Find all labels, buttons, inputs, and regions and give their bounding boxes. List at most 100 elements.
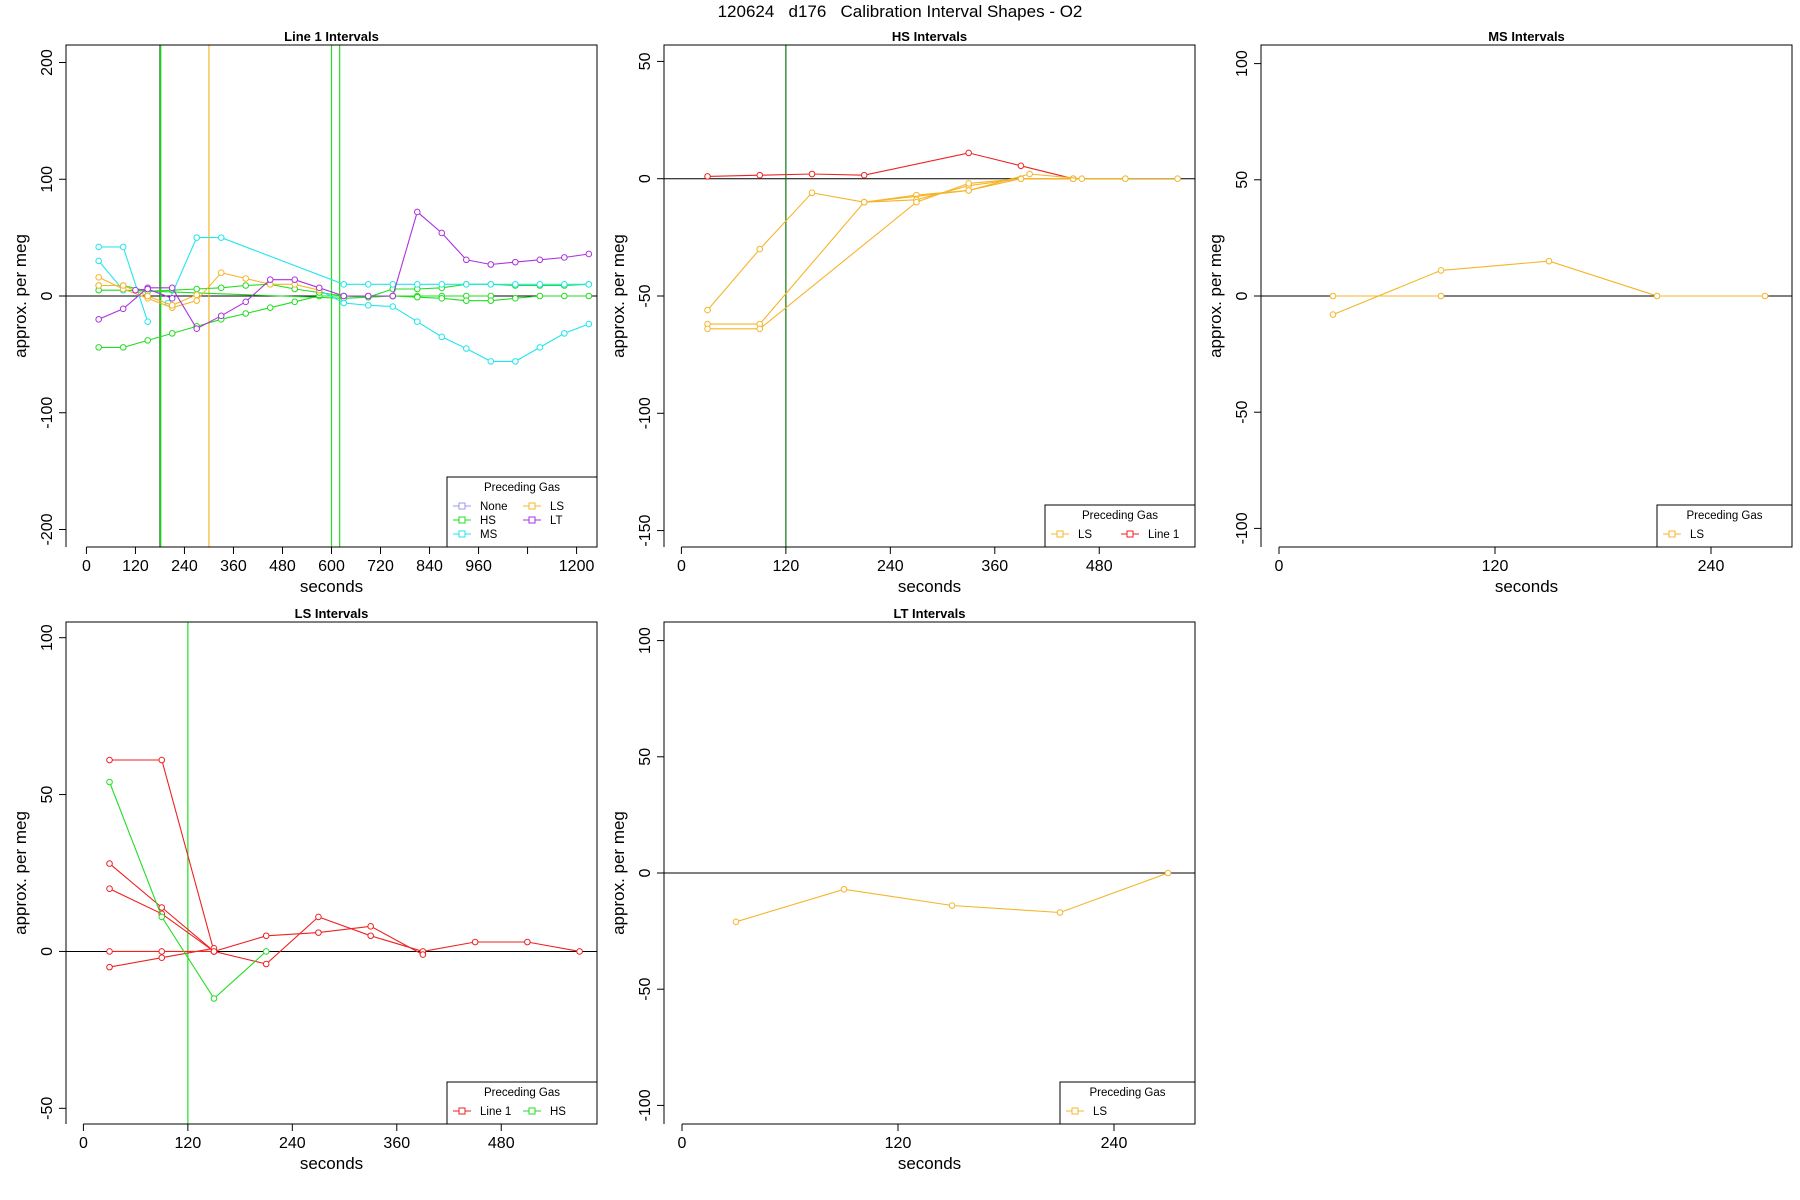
data-point-ms [487,281,495,288]
data-point-ms [585,281,593,288]
data-point-ms [561,281,568,288]
data-point-hs [266,304,274,311]
y-tick-label: -50 [637,284,654,307]
x-tick-label: 840 [416,558,443,575]
data-point-hs [291,298,299,306]
data-point-ls [913,198,920,206]
data-point-hs [158,913,166,921]
data-point-lt [364,292,372,300]
data-point-ms [536,281,544,288]
data-point-ls [756,245,764,253]
data-point-lt [266,276,274,283]
y-axis-label: approx. per meg [11,234,30,358]
data-point-line-1 [315,929,322,936]
series-line-ls [707,178,1074,311]
data-point-hs [512,295,519,302]
data-point-ms [364,302,372,309]
data-point-ls [1026,170,1033,178]
data-point-hs [193,285,201,293]
y-axis-label: approx. per meg [11,811,30,935]
data-point-line-1 [106,860,113,867]
legend-title: Preceding Gas [1686,510,1762,522]
legend-box [1044,504,1196,548]
data-point-ls [168,302,176,309]
data-point-line-1 [367,923,374,930]
data-point-hs [168,330,176,337]
legend: Preceding Gas LS [1656,504,1793,548]
data-point-ls [948,902,956,909]
legend-title: Preceding Gas [484,482,560,494]
data-point-ms [119,243,127,251]
data-point-ls [965,180,972,187]
data-point-ms [512,281,519,288]
y-tick-label: -150 [637,514,654,546]
x-tick-label: 240 [279,1135,306,1152]
plot-frame [663,44,1196,547]
series-line-line-1 [109,759,580,965]
y-tick-label: -100 [637,397,654,429]
legend-swatch-marker [1071,1107,1079,1115]
data-point-ms [413,281,421,288]
legend: Preceding Gas Line 1 HS [446,1081,598,1125]
y-tick-label: 0 [637,868,654,877]
data-point-ms [585,320,593,328]
data-point-ls [1164,869,1172,877]
data-point-hs [119,344,127,351]
data-point-line-1 [367,932,374,940]
series-line-ls [98,272,320,309]
data-point-lt [462,256,470,264]
chart-panel-ls-intervals: LS Intervals 0 120 240 360 480 -50 0 50 100 second… [11,606,598,1173]
legend-swatch-marker [458,502,466,510]
data-point-line-1 [158,756,166,764]
x-tick-label: 0 [82,558,91,575]
series-line-ls [735,872,1169,923]
data-point-ls [1056,909,1064,916]
x-tick-label: 480 [488,1135,515,1152]
figure-title: 120624 d176 Calibration Interval Shapes … [717,2,1083,21]
data-point-ls [95,274,102,281]
legend-swatch-marker [528,502,536,510]
series-line-ls [1332,260,1765,316]
data-point-ls [704,306,711,314]
panel-title: LS Intervals [295,606,369,621]
x-axis-label: seconds [898,1154,961,1173]
data-point-line-1 [106,948,113,955]
y-tick-label: 0 [39,947,56,956]
x-tick-label: 0 [1275,558,1284,575]
legend-title: Preceding Gas [484,1087,560,1099]
data-point-line-1 [158,954,166,962]
data-point-ms [413,318,421,325]
legend-swatch-marker [458,1107,466,1115]
x-axis-label: seconds [300,1154,363,1173]
data-point-ls [1329,292,1337,300]
data-point-hs [95,344,102,351]
y-tick-label: -50 [39,1097,56,1120]
data-point-ls [1653,292,1661,300]
data-point-ls [1329,311,1337,318]
data-point-line-1 [158,948,166,955]
data-point-line-1 [262,932,270,940]
legend-swatch-marker [1668,530,1676,538]
y-tick-label: 0 [637,174,654,183]
series-line-ls [707,178,1178,325]
data-point-ls [1122,175,1129,183]
y-tick-label: -100 [637,1089,654,1121]
x-tick-label: 360 [220,558,247,575]
y-axis-label: approx. per meg [609,234,628,358]
series-line-ls [864,173,1082,203]
data-point-hs [413,293,421,301]
data-point-line-1 [471,938,479,946]
data-point-ls [1078,175,1086,183]
chart-panel-ms-intervals: MS Intervals 0 120 240 -100 -50 0 50 100 seconds a… [1206,29,1793,596]
legend-swatch-marker [458,516,466,524]
data-point-lt [144,285,151,293]
series-line-lt [98,210,589,330]
data-point-ls [704,325,711,333]
data-point-line-1 [210,948,218,955]
data-point-line-1 [158,904,166,911]
x-axis-label: seconds [1495,577,1558,596]
series-line-ms [318,289,589,362]
data-point-hs [210,995,218,1002]
data-point-line-1 [106,885,113,892]
